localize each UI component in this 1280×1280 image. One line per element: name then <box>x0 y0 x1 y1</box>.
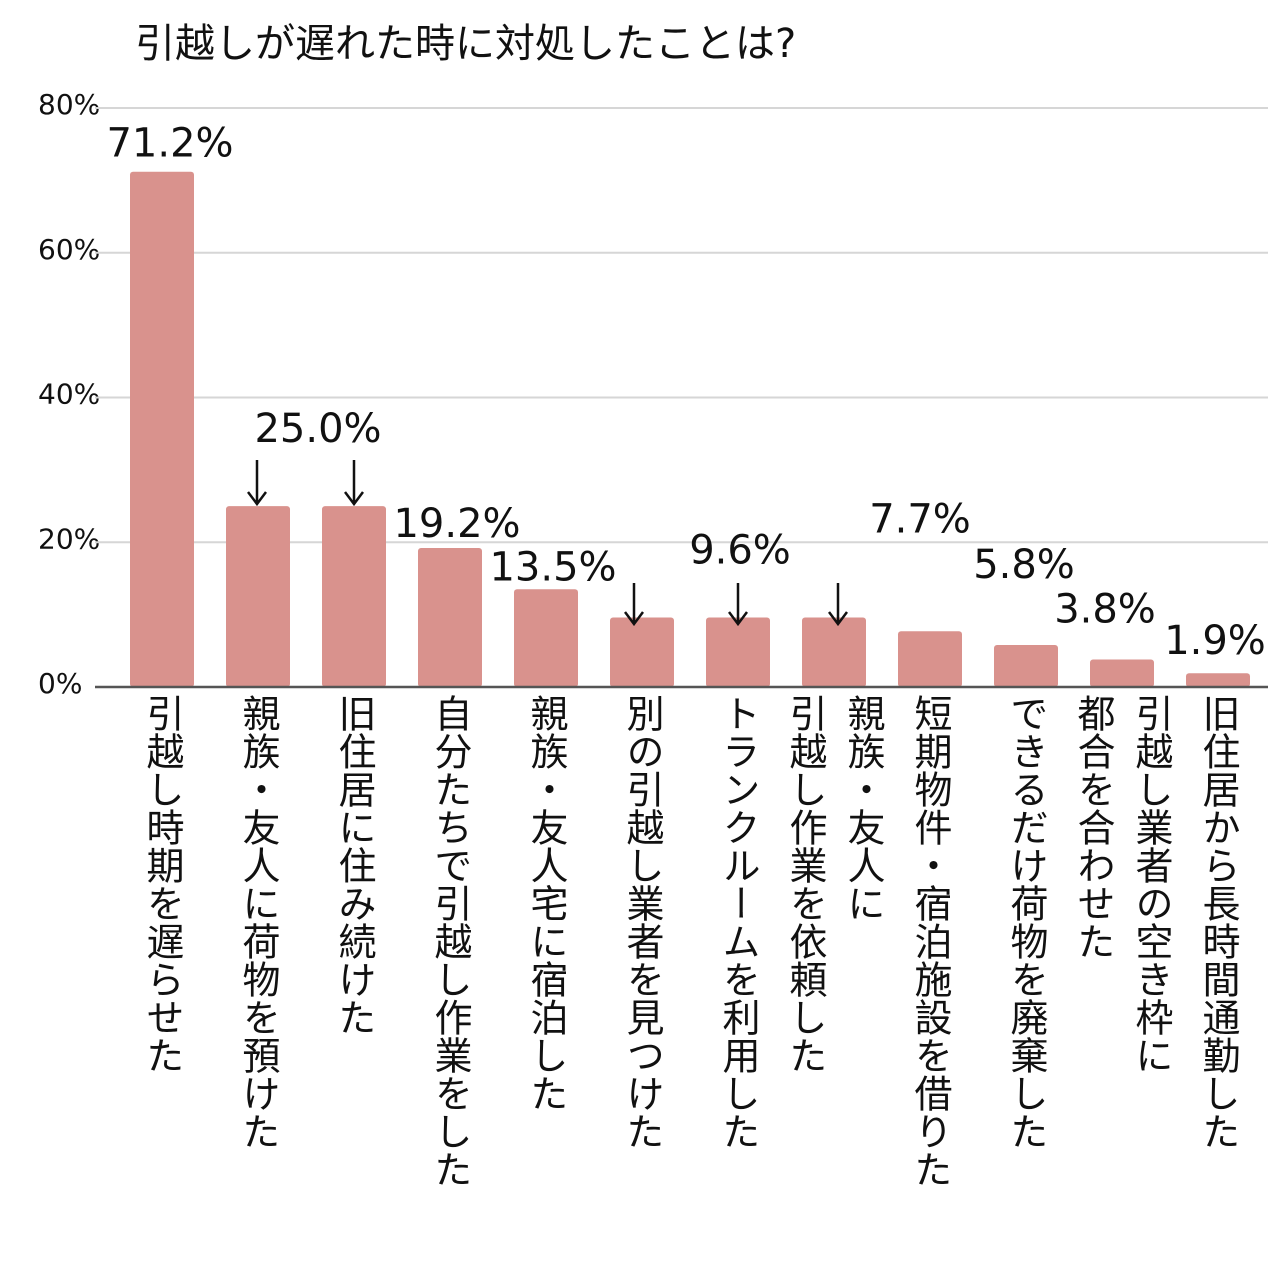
data-label: 13.5% <box>489 544 616 590</box>
data-label: 3.8% <box>1054 586 1156 632</box>
y-tick-label: 40% <box>38 378 100 411</box>
data-label: 5.8% <box>973 542 1075 588</box>
arrow <box>344 460 364 507</box>
bar <box>226 506 290 687</box>
x-tick-label: 旧住居に住み続けた <box>332 694 376 1036</box>
bar <box>994 645 1058 687</box>
bar <box>706 617 770 687</box>
x-tick-label: 引越し時期を遅らせた <box>140 694 184 1074</box>
y-tick-label: 0% <box>38 667 82 700</box>
bar <box>322 506 386 687</box>
x-tick-label: 親族・友人に荷物を預けた <box>236 694 280 1150</box>
data-label: 19.2% <box>393 501 520 547</box>
arrow <box>247 460 267 507</box>
bar <box>898 631 962 687</box>
bar <box>1090 659 1154 687</box>
bar <box>514 589 578 687</box>
data-label: 71.2% <box>106 121 233 167</box>
x-tick-label: 引越し業者の空き枠に 都合を合わせた <box>1071 694 1173 1074</box>
y-tick-label: 80% <box>38 88 100 121</box>
arrow <box>828 583 848 627</box>
data-label: 7.7% <box>869 496 971 542</box>
x-tick-label: 旧住居から長時間通勤した <box>1196 694 1240 1150</box>
data-label: 9.6% <box>689 528 791 574</box>
bar <box>1186 673 1250 687</box>
arrows <box>247 460 848 627</box>
bar <box>802 617 866 687</box>
data-label: 1.9% <box>1164 618 1266 664</box>
x-tick-label: 短期物件・宿泊施設を借りた <box>908 694 952 1188</box>
x-tick-label: 親族・友人宅に宿泊した <box>524 694 568 1112</box>
x-tick-label: 親族・友人に 引越し作業を依頼した <box>783 694 885 1074</box>
bar <box>130 171 194 687</box>
y-tick-label: 60% <box>38 233 100 266</box>
arrow <box>728 583 748 627</box>
chart-title: 引越しが遅れた時に対処したことは? <box>135 21 796 67</box>
x-tick-label: 自分たちで引越し作業をした <box>428 694 472 1188</box>
y-tick-label: 20% <box>38 522 100 555</box>
bar <box>610 617 674 687</box>
data-label: 25.0% <box>254 406 381 452</box>
x-tick-label: 別の引越し業者を見つけた <box>620 694 664 1150</box>
x-tick-label: できるだけ荷物を廃棄した <box>1004 694 1048 1150</box>
arrow <box>624 583 644 627</box>
bar <box>418 548 482 687</box>
x-tick-label: トランクルームを利用した <box>716 694 760 1150</box>
